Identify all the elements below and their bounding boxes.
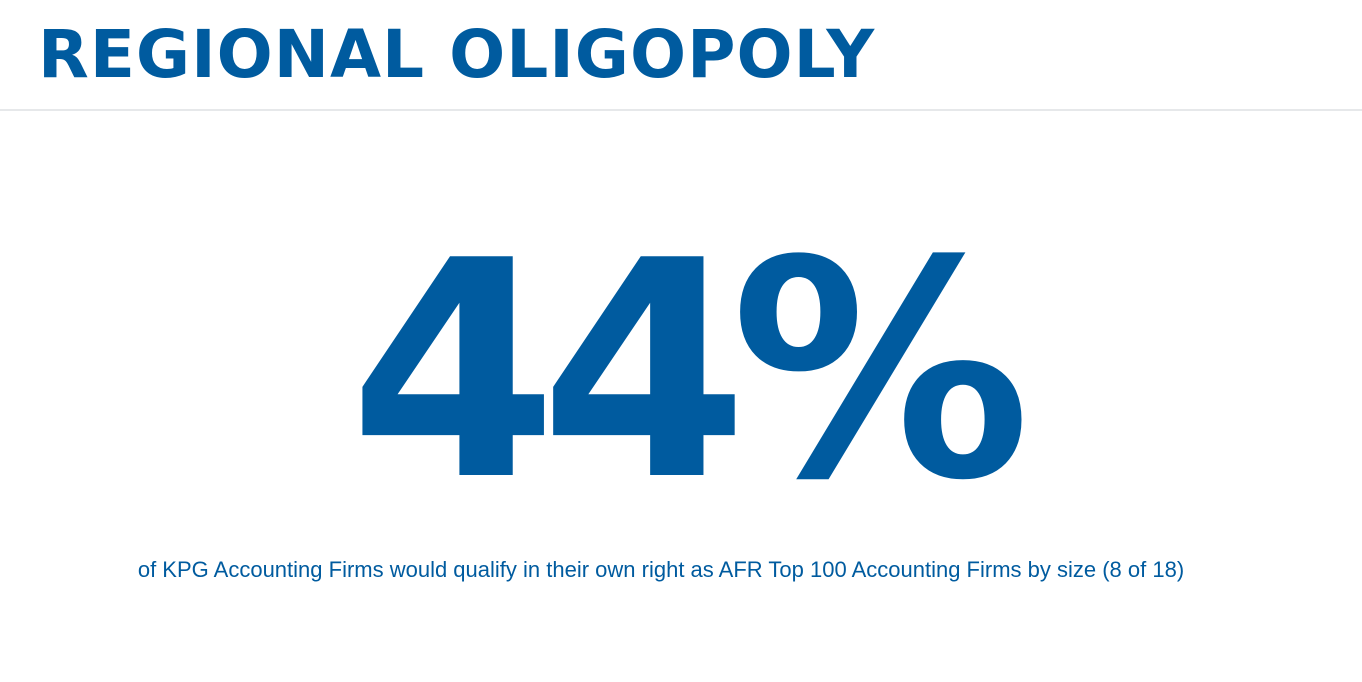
slide-title: REGIONAL OLIGOPOLY [38, 16, 876, 93]
title-divider [0, 109, 1362, 111]
statistic-caption: of KPG Accounting Firms would qualify in… [137, 557, 1185, 582]
headline-statistic: 44% [348, 197, 1031, 546]
